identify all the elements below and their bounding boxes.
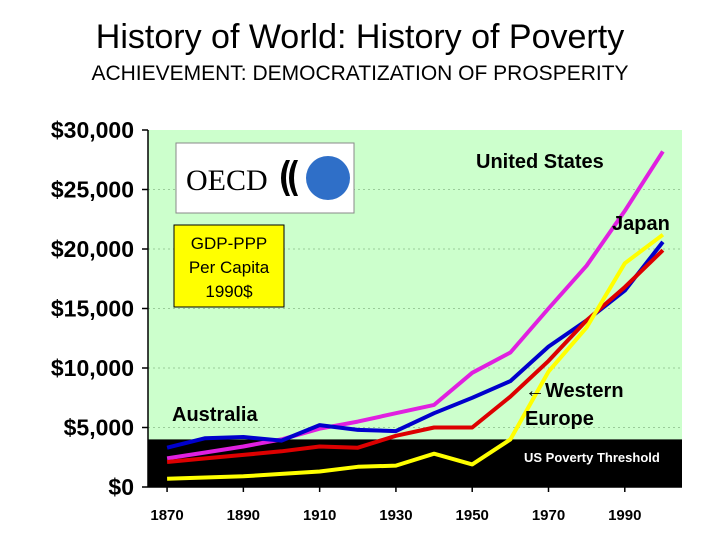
x-tick-label-3: 1930 <box>379 507 412 524</box>
x-tick-label-1: 1890 <box>227 507 260 524</box>
oecd-arcs-icon <box>281 160 298 196</box>
label-united-states: United States <box>476 151 604 173</box>
series-line-japan <box>167 233 665 481</box>
y-tick-label-2: $10,000 <box>51 355 134 381</box>
poverty-threshold-label: US Poverty Threshold <box>524 450 660 465</box>
y-tick-label-4: $20,000 <box>51 236 134 262</box>
info-box-line-3: 1990$ <box>205 282 253 301</box>
info-box-line-1: GDP-PPP <box>191 234 268 253</box>
y-tick-label-3: $15,000 <box>51 296 134 322</box>
oecd-circle-icon <box>306 156 350 200</box>
y-tick-label-6: $30,000 <box>51 117 134 143</box>
x-tick-label-2: 1910 <box>303 507 336 524</box>
page-subtitle: ACHIEVEMENT: DEMOCRATIZATION OF PROSPERI… <box>91 62 629 85</box>
series-line-western-europe <box>166 248 665 464</box>
y-tick-label-0: $0 <box>108 474 134 500</box>
y-tick-label-5: $25,000 <box>51 177 134 203</box>
page-title: History of World: History of Poverty <box>95 18 625 56</box>
x-tick-label-0: 1870 <box>150 507 183 524</box>
label-australia: Australia <box>172 404 258 426</box>
series-line-united-states <box>166 150 665 461</box>
oecd-logo: OECD <box>175 142 355 214</box>
x-tick-label-5: 1970 <box>532 507 565 524</box>
x-tick-label-4: 1950 <box>456 507 489 524</box>
label-western-europe-2: Europe <box>525 408 594 430</box>
x-tick-label-6: 1990 <box>608 507 641 524</box>
label-japan: Japan <box>612 213 670 235</box>
info-box-line-2: Per Capita <box>189 258 270 277</box>
label-western-europe-1: ←Western <box>525 380 624 402</box>
y-tick-label-1: $5,000 <box>64 415 134 441</box>
gdp-info-box: GDP-PPP Per Capita 1990$ <box>173 224 285 308</box>
oecd-logo-text: OECD <box>186 164 268 197</box>
